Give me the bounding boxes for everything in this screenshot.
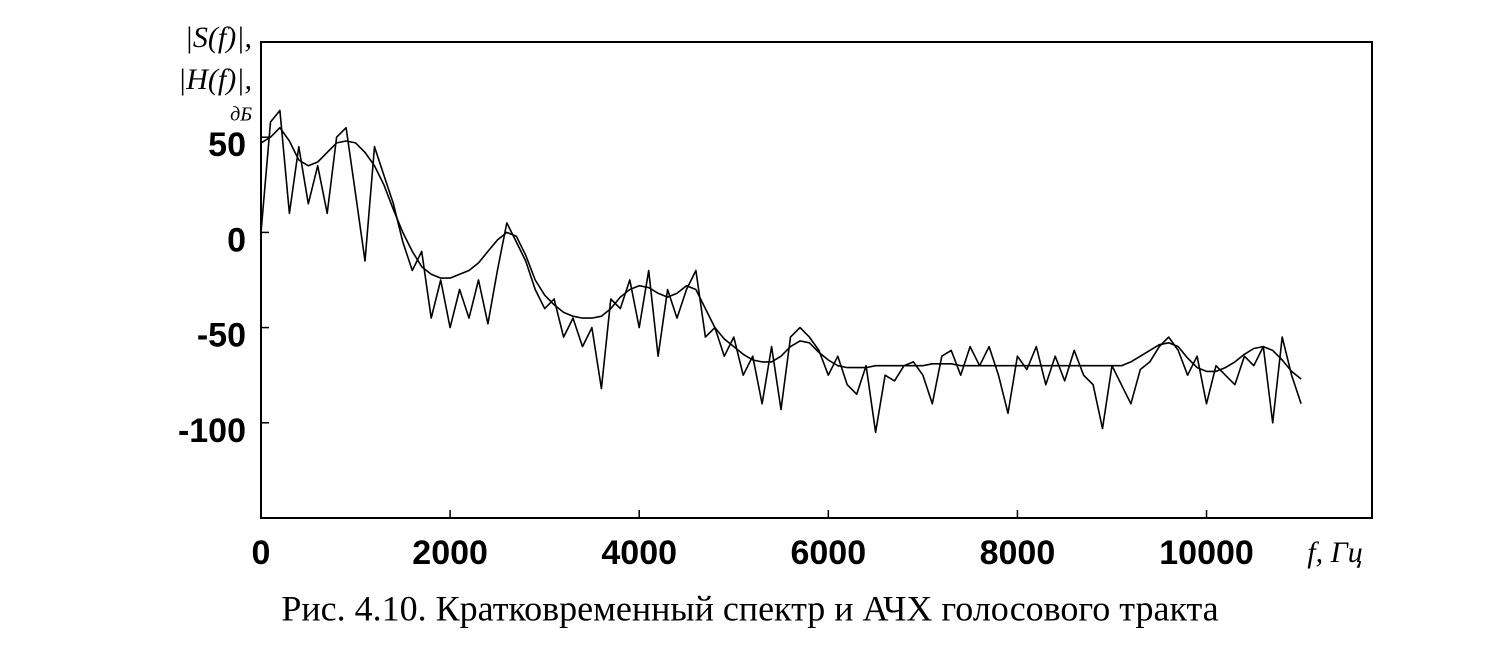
x-tick-label: 4000: [601, 534, 677, 572]
plot-frame: [260, 41, 1373, 519]
x-axis-label: f, Гц: [1307, 536, 1362, 569]
caption: Рис. 4.10. Кратковременный спектр и АЧХ …: [281, 588, 1218, 628]
y-axis-label: |S(f)|,: [185, 21, 252, 54]
x-tick-label: 6000: [790, 534, 866, 572]
line-series: [260, 109, 1302, 434]
y-axis-label: |H(f)|,: [178, 63, 252, 96]
x-tick-label: 10000: [1159, 534, 1254, 572]
x-tick-label: 0: [252, 534, 271, 572]
line-series: [260, 126, 1302, 380]
x-tick-label: 8000: [980, 534, 1056, 572]
y-tick-label: 0: [227, 221, 246, 259]
y-tick-label: 50: [208, 126, 246, 164]
y-axis-label: дБ: [230, 104, 252, 126]
x-tick-label: 2000: [412, 534, 488, 572]
y-tick-label: -50: [197, 317, 246, 355]
y-tick-label: -100: [178, 412, 246, 450]
